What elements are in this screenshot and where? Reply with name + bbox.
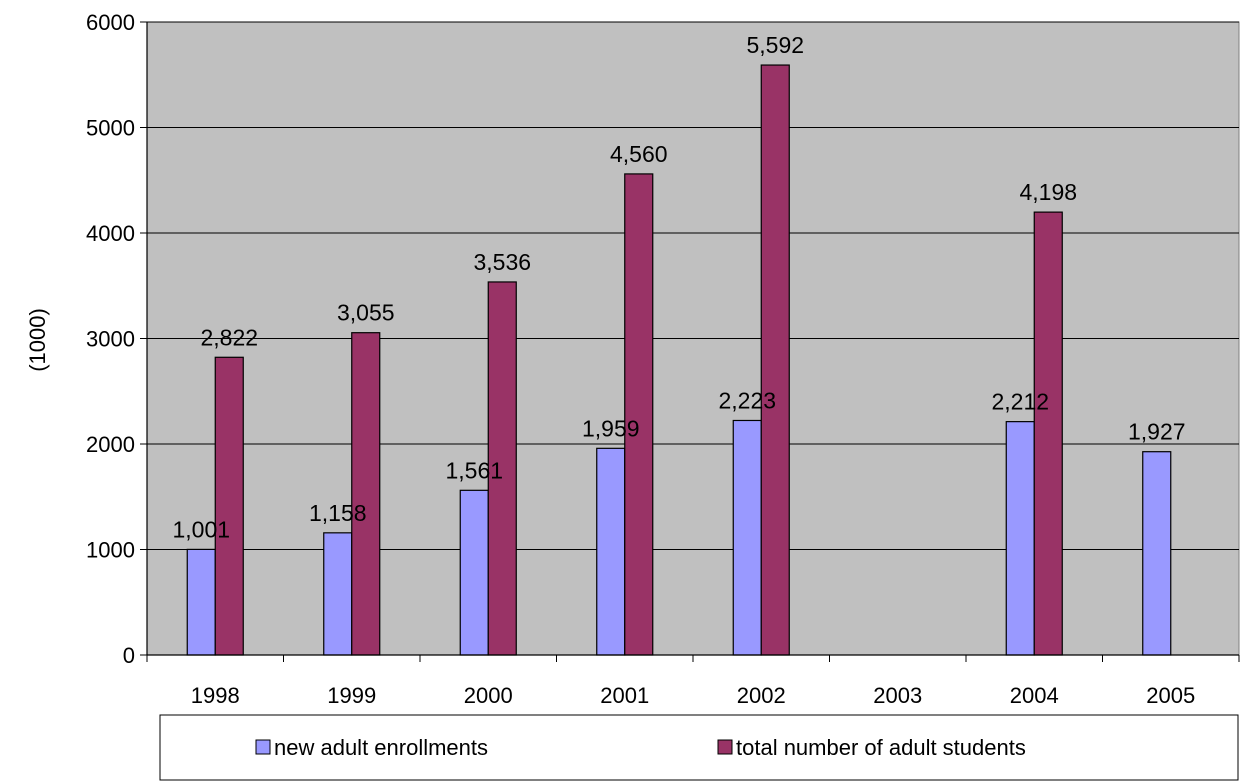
data-label: 5,592 — [746, 32, 804, 58]
bar-new-enrollments — [459, 489, 489, 656]
y-tick-label: 5000 — [86, 116, 135, 141]
axes — [140, 21, 1240, 662]
y-tick-label: 0 — [123, 643, 135, 668]
bar-new-enrollments — [596, 447, 626, 656]
bar-new-enrollments — [1142, 451, 1172, 656]
tick-labels: 0 1000 2000 3000 4000 5000 6000 1998 1999 2000 200… — [86, 10, 1195, 708]
x-tick-label: 2003 — [873, 683, 922, 708]
legend-label: new adult enrollments — [274, 735, 488, 760]
x-tick-label: 2002 — [737, 683, 786, 708]
bar-new-enrollments — [1005, 421, 1035, 656]
legend-label: total number of adult students — [736, 735, 1026, 760]
legend: new adult enrollments total number of adu… — [159, 714, 1239, 781]
bar-new-enrollments — [323, 532, 353, 656]
bar-total-students — [214, 356, 244, 656]
data-label: 2,212 — [991, 389, 1049, 415]
bar-total-students — [624, 173, 654, 656]
data-label: 1,158 — [309, 500, 367, 526]
legend-swatch — [717, 739, 733, 755]
data-label: 1,001 — [172, 516, 230, 542]
data-label: 1,927 — [1128, 419, 1186, 445]
legend-box — [159, 714, 1239, 781]
bar-new-enrollments — [186, 548, 216, 656]
bar-total-students — [760, 64, 790, 656]
y-axis-title: (1000) — [25, 308, 50, 372]
data-label: 3,536 — [473, 249, 531, 275]
data-label: 2,223 — [718, 387, 776, 413]
data-labels: 1,001 1,158 1,561 1,959 2,223 2,212 1,927 2,822… — [172, 32, 1185, 542]
x-tick-label: 2004 — [1010, 683, 1059, 708]
bar-total-students — [487, 281, 517, 656]
data-label: 1,959 — [582, 415, 640, 441]
y-tick-label: 3000 — [86, 327, 135, 352]
x-tick-label: 1999 — [327, 683, 376, 708]
x-tick-label: 2000 — [464, 683, 513, 708]
x-tick-label: 2005 — [1146, 683, 1195, 708]
x-tick-label: 2001 — [600, 683, 649, 708]
bar-total-students — [351, 332, 381, 656]
bar-new-enrollments — [732, 419, 762, 656]
bars — [186, 64, 1172, 656]
y-tick-label: 6000 — [86, 10, 135, 35]
data-label: 2,822 — [200, 324, 258, 350]
legend-swatch — [255, 739, 271, 755]
y-tick-label: 1000 — [86, 538, 135, 563]
y-tick-label: 2000 — [86, 432, 135, 457]
data-label: 1,561 — [445, 457, 503, 483]
x-tick-label: 1998 — [191, 683, 240, 708]
data-label: 4,198 — [1019, 179, 1077, 205]
bar-total-students — [1033, 211, 1063, 656]
data-label: 3,055 — [337, 300, 395, 326]
y-tick-label: 4000 — [86, 221, 135, 246]
data-label: 4,560 — [610, 141, 668, 167]
